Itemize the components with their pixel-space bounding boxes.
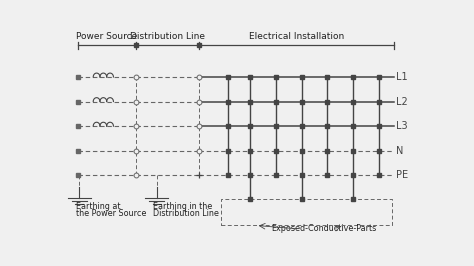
Text: Distribution Line: Distribution Line [153, 209, 219, 218]
Text: Earthing at: Earthing at [76, 202, 120, 211]
Text: L1: L1 [396, 72, 408, 82]
Text: Electrical Installation: Electrical Installation [248, 32, 344, 41]
Text: Power Source: Power Source [76, 32, 137, 41]
Text: N: N [396, 146, 403, 156]
Text: L3: L3 [396, 121, 408, 131]
Text: the Power Source: the Power Source [76, 209, 146, 218]
Text: L2: L2 [396, 97, 408, 107]
Text: Distribution Line: Distribution Line [130, 32, 205, 41]
Text: PE: PE [396, 170, 408, 180]
Text: Exposed-Conductive-Parts: Exposed-Conductive-Parts [271, 224, 376, 233]
Text: Earthing in the: Earthing in the [153, 202, 212, 211]
